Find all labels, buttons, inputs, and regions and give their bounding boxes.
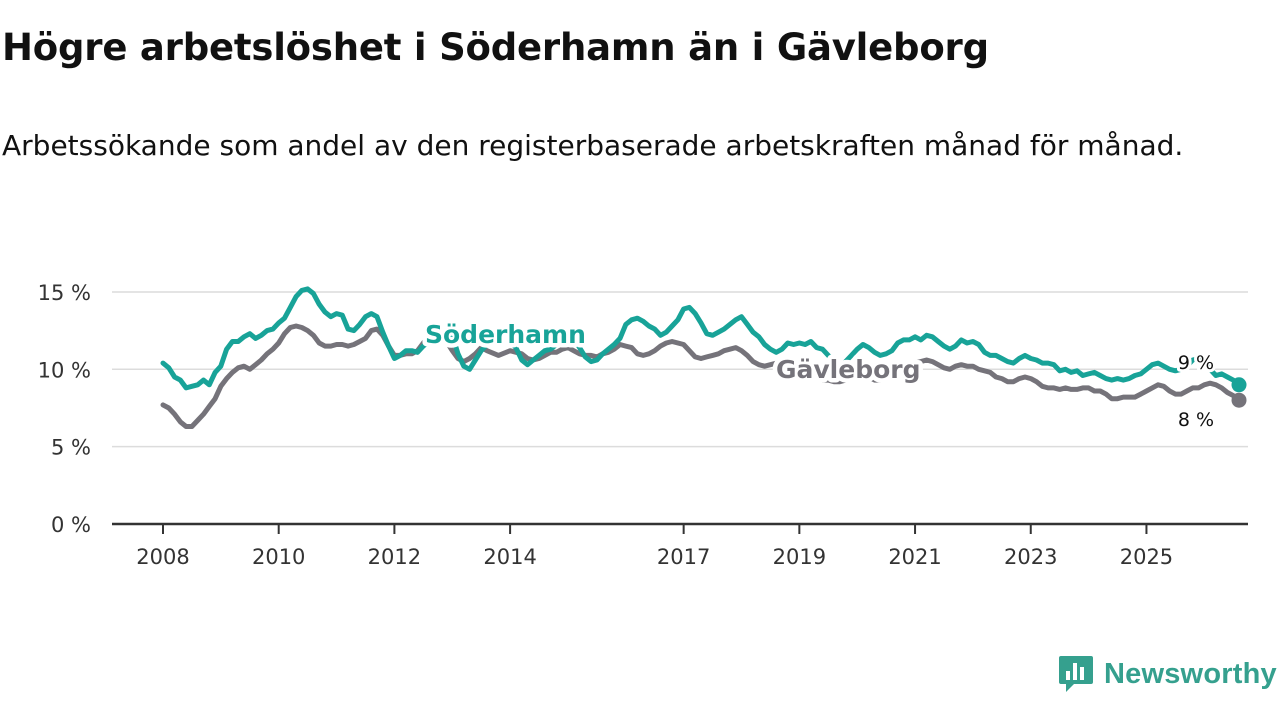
y-tick-label: 10 % [38,358,91,382]
y-tick-label: 0 % [51,513,91,537]
end-label-gavleborg-halo: 8 % [1178,409,1214,431]
newsworthy-logo-icon [1059,656,1093,692]
y-axis-ticks: 0 % 5 % 10 % 15 % [38,281,91,537]
series-line-soderhamn [160,286,1242,391]
end-marker-soderhamn [1231,377,1247,393]
end-marker-gavleborg [1231,392,1247,408]
end-label-soderhamn: 9 % [1178,352,1214,374]
series-label-soderhamn-halo: Söderhamn [425,320,586,349]
series-label-soderhamn: Söderhamn [425,320,586,349]
x-tick-label: 2012 [368,545,421,569]
x-tick-label: 2019 [773,545,826,569]
series-lines [160,286,1247,429]
x-tick-label: 2008 [136,545,189,569]
end-label-soderhamn-halo: 9 % [1178,352,1214,374]
end-label-gavleborg: 8 % [1178,409,1214,431]
x-tick-label: 2010 [252,545,305,569]
chart-subtitle: Arbetssökande som andel av den registerb… [2,129,1184,162]
y-tick-label: 15 % [38,281,91,305]
x-tick-label: 2017 [657,545,710,569]
x-tick-label: 2021 [888,545,941,569]
series-label-gavleborg: Gävleborg [776,355,921,384]
chart-title: Högre arbetslöshet i Söderhamn än i Gävl… [2,26,989,69]
x-tick-label: 2023 [1004,545,1057,569]
newsworthy-brand: Newsworthy [1058,654,1277,694]
x-tick-label: 2014 [483,545,536,569]
series-label-gavleborg-halo: Gävleborg [776,355,921,384]
brand-name: Newsworthy [1104,657,1277,690]
x-axis: 2008 2010 2012 2014 2017 2019 2021 2023 2025 [112,522,1248,569]
x-tick-label: 2025 [1120,545,1173,569]
y-tick-label: 5 % [51,436,91,460]
series-line-gavleborg [160,323,1242,429]
